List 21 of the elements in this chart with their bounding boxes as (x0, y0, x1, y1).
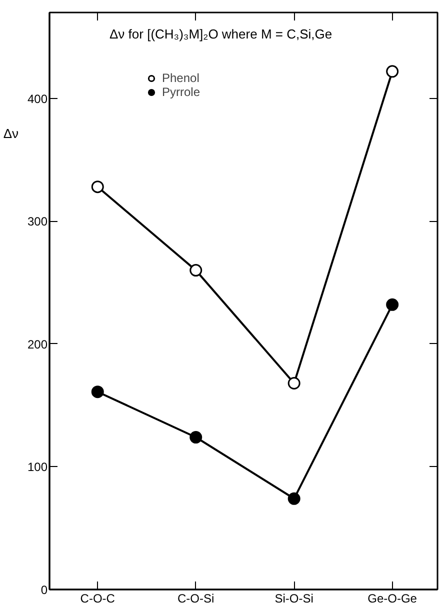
legend-label: Pyrrole (162, 85, 200, 99)
x-tick-label: C-O-C (80, 592, 116, 606)
point (91, 386, 104, 398)
legend-label: Phenol (162, 71, 200, 85)
y-tick-label: 0 (40, 583, 48, 597)
point (190, 431, 202, 444)
point (91, 180, 104, 194)
x-tick-label: C-O-Si (178, 592, 214, 606)
y-tick-label: 100 (27, 460, 48, 474)
y-axis-title: Δν (3, 126, 19, 142)
point (190, 264, 202, 277)
point (288, 377, 300, 390)
x-tick-label: Ge-O-Ge (368, 592, 418, 606)
point (288, 492, 300, 505)
point (386, 298, 399, 311)
y-tick-label: 200 (27, 337, 48, 352)
y-tick-label: 300 (27, 214, 48, 229)
text: Δν for [(CH₃)₃M]₂O where M = C,Si,Ge (110, 26, 332, 42)
x-tick-label: Si-O-Si (274, 592, 314, 606)
y-tick-label: 400 (27, 92, 48, 106)
point (386, 65, 399, 78)
